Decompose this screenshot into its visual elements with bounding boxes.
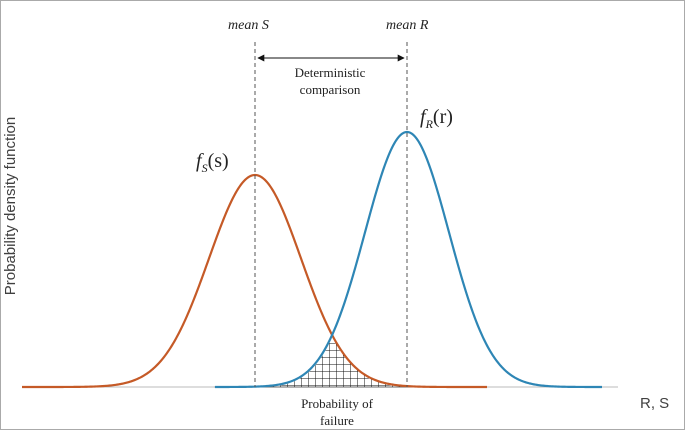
probability-of-failure-region	[214, 334, 487, 388]
x-axis-label: R, S	[640, 395, 670, 412]
fs-label: fS(s)	[196, 150, 229, 175]
resistance-density-curve	[215, 130, 602, 389]
mean-s-label: mean S	[228, 18, 269, 33]
fr-label: fR(r)	[420, 106, 453, 131]
mean-r-label: mean R	[386, 18, 429, 33]
deterministic-comparison-label: Deterministic comparison	[294, 65, 366, 97]
probability-of-failure-label: Probability of failure	[301, 396, 373, 428]
y-axis-label: Probability density function	[2, 116, 19, 296]
